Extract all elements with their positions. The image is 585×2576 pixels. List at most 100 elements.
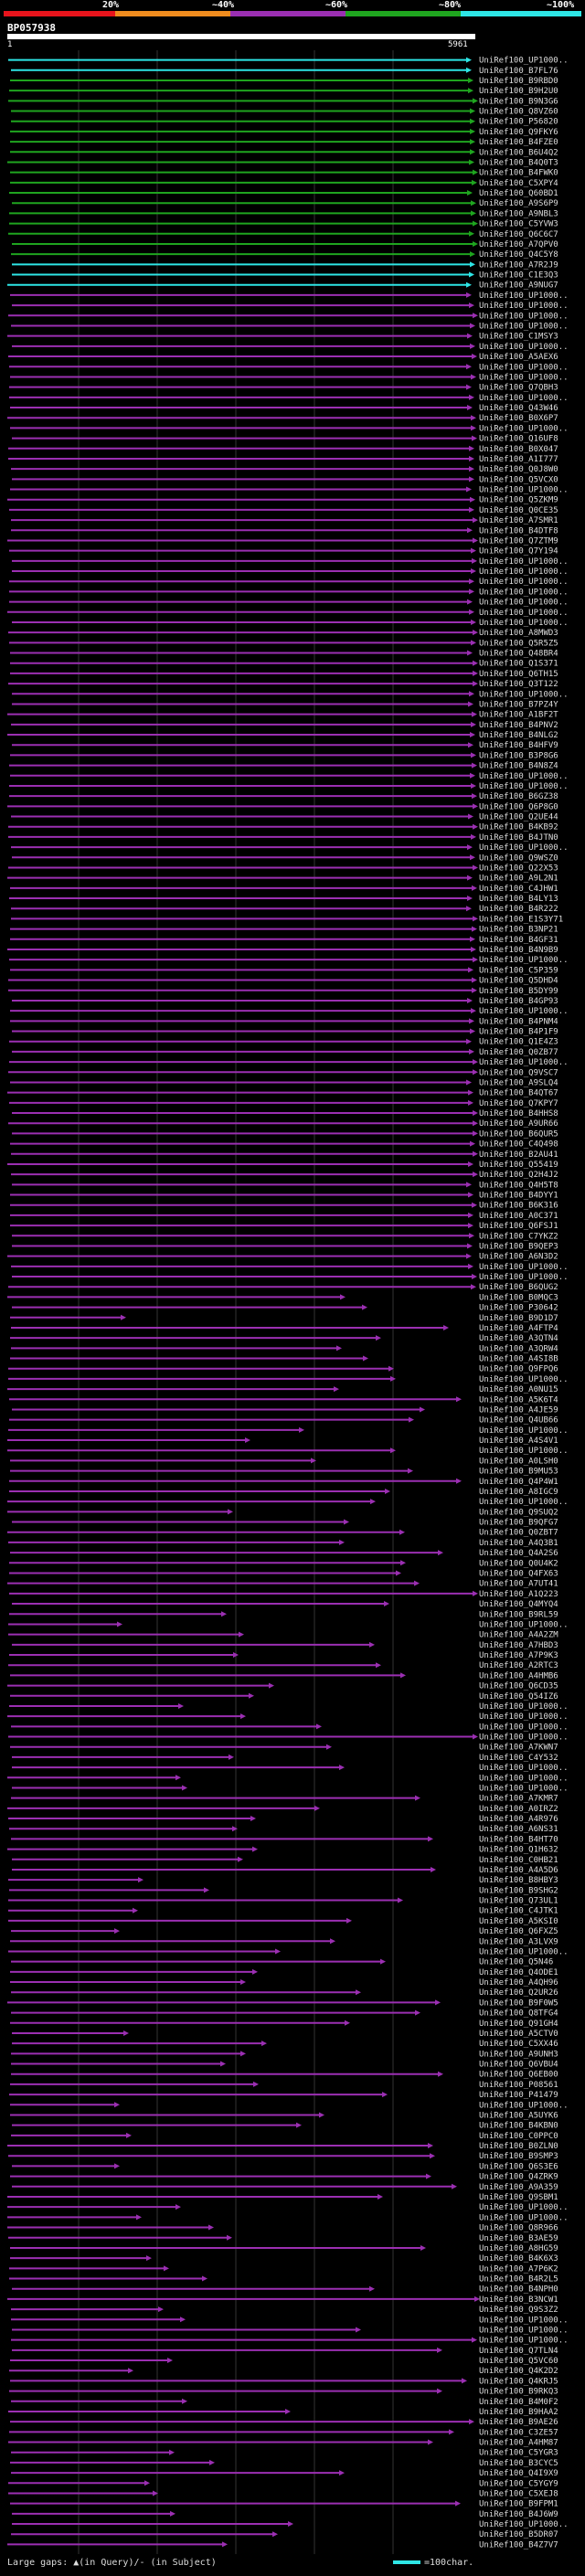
hit-row[interactable]: UniRef100_Q7QBH3 (9, 384, 558, 393)
hit-label[interactable]: UniRef100_Q6TH15 (479, 670, 558, 679)
hit-row[interactable]: UniRef100_UP1000.. (12, 619, 569, 628)
hit-row[interactable]: UniRef100_A0NU15 (7, 1385, 558, 1394)
hit-row[interactable]: UniRef100_Q43W46 (10, 404, 558, 413)
hit-label[interactable]: UniRef100_B4R222 (479, 905, 558, 914)
hit-row[interactable]: UniRef100_Q4A2S6 (10, 1549, 558, 1558)
hit-row[interactable]: UniRef100_UP1000.. (8, 1947, 569, 1956)
hit-row[interactable]: UniRef100_B4QT67 (7, 1089, 558, 1098)
hit-label[interactable]: UniRef100_Q7Y194 (479, 547, 558, 557)
hit-row[interactable]: UniRef100_A0C371 (10, 1212, 558, 1221)
hit-label[interactable]: UniRef100_A5KSI0 (479, 1917, 558, 1926)
hit-row[interactable]: UniRef100_Q6VBU4 (11, 2061, 558, 2070)
hit-row[interactable]: UniRef100_B9MU53 (10, 1468, 558, 1477)
hit-row[interactable]: UniRef100_UP1000.. (8, 1620, 569, 1629)
hit-label[interactable]: UniRef100_B9D1D7 (479, 1314, 558, 1323)
hit-row[interactable]: UniRef100_Q54IZ6 (10, 1692, 558, 1701)
hit-row[interactable]: UniRef100_B9SHG2 (9, 1886, 558, 1895)
hit-row[interactable]: UniRef100_A9S6P9 (12, 199, 558, 208)
hit-row[interactable]: UniRef100_B4LY13 (9, 895, 558, 904)
hit-label[interactable]: UniRef100_UP1000.. (479, 567, 569, 577)
hit-label[interactable]: UniRef100_B6QUG2 (479, 1283, 558, 1292)
hit-row[interactable]: UniRef100_B4N8Z4 (9, 762, 558, 771)
hit-label[interactable]: UniRef100_Q9SBM1 (479, 2193, 558, 2202)
hit-label[interactable]: UniRef100_A4FTP4 (479, 1324, 558, 1333)
hit-row[interactable]: UniRef100_C4JTK1 (8, 1907, 558, 1916)
hit-row[interactable]: UniRef100_A4Q3B1 (8, 1539, 558, 1548)
hit-row[interactable]: UniRef100_UP1000.. (12, 567, 569, 577)
hit-row[interactable]: UniRef100_Q0ZBT7 (7, 1529, 558, 1538)
hit-label[interactable]: UniRef100_B4NLG2 (479, 731, 558, 740)
hit-label[interactable]: UniRef100_B9N3G6 (479, 97, 558, 106)
hit-row[interactable]: UniRef100_Q4MYQ4 (12, 1600, 558, 1609)
hit-row[interactable]: UniRef100_UP1000.. (10, 486, 569, 495)
hit-row[interactable]: UniRef100_UP1000.. (9, 588, 569, 597)
hit-label[interactable]: UniRef100_B9RKQ3 (479, 2388, 558, 2397)
hit-row[interactable]: UniRef100_Q4H5T8 (12, 1181, 558, 1190)
hit-label[interactable]: UniRef100_C1MSY3 (479, 333, 558, 342)
hit-row[interactable]: UniRef100_A6NS31 (9, 1825, 558, 1834)
hit-row[interactable]: UniRef100_B3AE59 (8, 2234, 558, 2243)
hit-label[interactable]: UniRef100_Q9VSC7 (479, 1068, 558, 1077)
hit-label[interactable]: UniRef100_A5K6T4 (479, 1395, 558, 1405)
hit-row[interactable]: UniRef100_B8HBY3 (8, 1876, 558, 1885)
hit-label[interactable]: UniRef100_B9RL59 (479, 1610, 558, 1619)
hit-label[interactable]: UniRef100_A9S6P9 (479, 199, 558, 208)
hit-row[interactable]: UniRef100_Q4ODE1 (10, 1968, 558, 1977)
hit-label[interactable]: UniRef100_A2RTC3 (479, 1661, 558, 1670)
hit-label[interactable]: UniRef100_C5XX46 (479, 2040, 558, 2049)
hit-label[interactable]: UniRef100_B4LY13 (479, 895, 558, 904)
hit-row[interactable]: UniRef100_B4Z7V7 (7, 2540, 558, 2549)
hit-label[interactable]: UniRef100_A3QTN4 (479, 1334, 558, 1343)
hit-label[interactable]: UniRef100_Q4H5T8 (479, 1181, 558, 1190)
hit-row[interactable]: UniRef100_Q7TLN4 (12, 2347, 558, 2356)
hit-row[interactable]: UniRef100_B5DY99 (8, 987, 558, 996)
hit-row[interactable]: UniRef100_Q55419 (7, 1161, 558, 1170)
hit-label[interactable]: UniRef100_A7HBD3 (479, 1641, 558, 1650)
hit-label[interactable]: UniRef100_B4DTF8 (479, 526, 558, 535)
hit-label[interactable]: UniRef100_B9SHG2 (479, 1886, 558, 1895)
hit-row[interactable]: UniRef100_Q5DHD4 (8, 977, 558, 986)
hit-label[interactable]: UniRef100_B5DR07 (479, 2530, 558, 2539)
hit-row[interactable]: UniRef100_B4P1F9 (12, 1028, 558, 1037)
hit-row[interactable]: UniRef100_Q5VCX0 (12, 475, 558, 484)
hit-label[interactable]: UniRef100_Q0ZBT7 (479, 1529, 558, 1538)
hit-row[interactable]: UniRef100_Q4ZRK9 (10, 2173, 558, 2182)
hit-row[interactable]: UniRef100_UP1000.. (12, 2520, 569, 2529)
hit-row[interactable]: UniRef100_Q4P4W1 (9, 1478, 558, 1487)
hit-label[interactable]: UniRef100_A4A2ZM (479, 1631, 558, 1640)
hit-row[interactable]: UniRef100_B9RKQ3 (9, 2388, 558, 2397)
hit-row[interactable]: UniRef100_C7YKZ2 (12, 1232, 558, 1241)
hit-label[interactable]: UniRef100_UP1000.. (479, 956, 569, 965)
hit-row[interactable]: UniRef100_B7PZ4Y (12, 700, 558, 709)
hit-label[interactable]: UniRef100_C0HB21 (479, 1856, 558, 1865)
hit-label[interactable]: UniRef100_A7P9K3 (479, 1651, 558, 1660)
hit-row[interactable]: UniRef100_Q73UL1 (8, 1897, 558, 1906)
hit-row[interactable]: UniRef100_A9UNH3 (11, 2050, 558, 2059)
hit-row[interactable]: UniRef100_B6QUR5 (12, 1129, 558, 1139)
hit-row[interactable]: UniRef100_Q16UF8 (12, 435, 558, 444)
hit-label[interactable]: UniRef100_C0PPC0 (479, 2132, 558, 2141)
hit-row[interactable]: UniRef100_Q9VSC7 (8, 1068, 558, 1077)
hit-row[interactable]: UniRef100_B3NCW1 (7, 2295, 558, 2305)
hit-label[interactable]: UniRef100_UP1000.. (479, 2316, 569, 2325)
hit-label[interactable]: UniRef100_UP1000.. (479, 588, 569, 597)
hit-label[interactable]: UniRef100_Q1S371 (479, 660, 558, 669)
hit-row[interactable]: UniRef100_C5XX46 (12, 2040, 558, 2049)
hit-label[interactable]: UniRef100_C4JTK1 (479, 1907, 558, 1916)
hit-label[interactable]: UniRef100_B4M0F2 (479, 2398, 558, 2407)
hit-label[interactable]: UniRef100_Q5DHD4 (479, 977, 558, 986)
hit-label[interactable]: UniRef100_UP1000.. (479, 1263, 569, 1272)
hit-label[interactable]: UniRef100_A7SMR1 (479, 516, 558, 525)
hit-row[interactable]: UniRef100_UP1000.. (7, 609, 569, 618)
hit-label[interactable]: UniRef100_B4KB92 (479, 823, 558, 832)
hit-row[interactable]: UniRef100_Q0J8W0 (11, 465, 558, 474)
hit-label[interactable]: UniRef100_B9H2U0 (479, 87, 558, 96)
hit-row[interactable]: UniRef100_UP1000.. (12, 1764, 569, 1773)
hit-row[interactable]: UniRef100_Q0CE35 (9, 506, 558, 515)
hit-label[interactable]: UniRef100_UP1000.. (479, 1712, 569, 1722)
hit-label[interactable]: UniRef100_Q9S3Z2 (479, 2306, 558, 2315)
hit-label[interactable]: UniRef100_B4NPH0 (479, 2285, 558, 2295)
hit-row[interactable]: UniRef100_UP1000.. (10, 2101, 569, 2110)
hit-row[interactable]: UniRef100_UP1000.. (10, 424, 569, 433)
hit-row[interactable]: UniRef100_A5AEX6 (8, 353, 558, 362)
